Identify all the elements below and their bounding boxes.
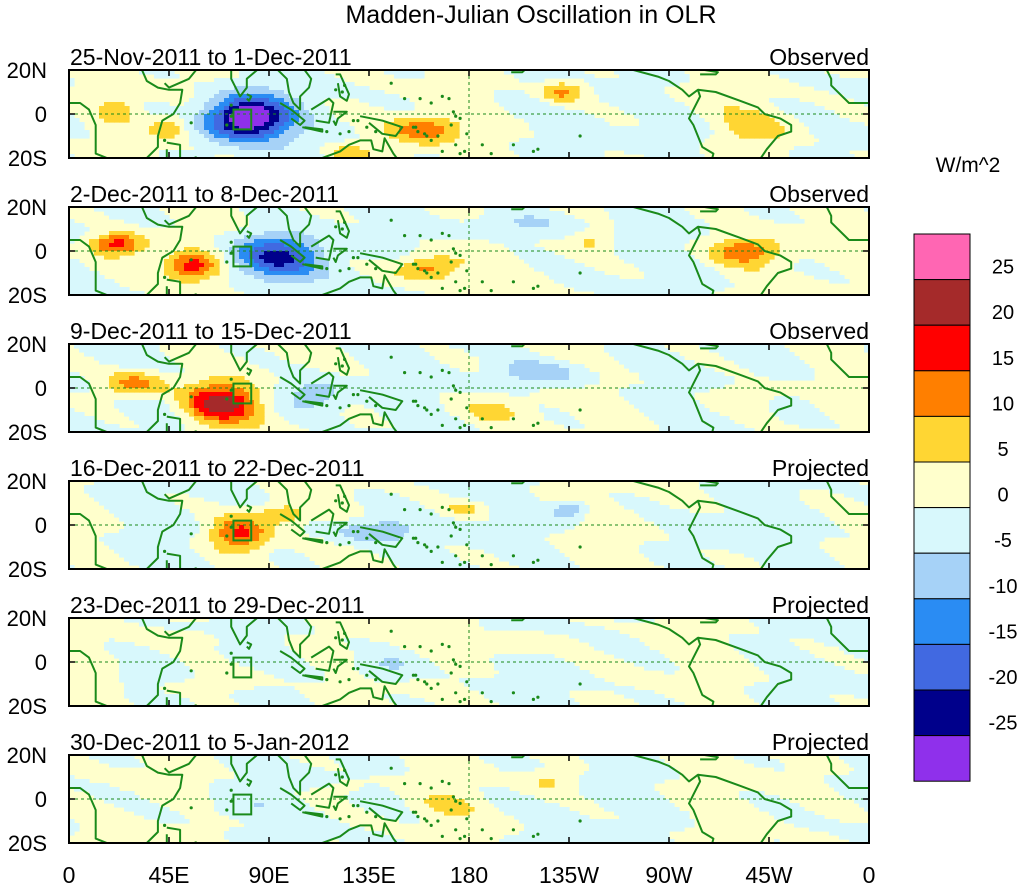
colorbar-swatch bbox=[913, 689, 971, 737]
panel-2: 20N 0 20S 2-Dec-2011 to 8-Dec-2011 Observed bbox=[7, 181, 870, 308]
x-tick-label: 45W bbox=[745, 862, 793, 887]
colorbar-swatch bbox=[913, 735, 971, 782]
y-tick-label: 20S bbox=[8, 146, 47, 171]
colorbar-label: 15 bbox=[992, 348, 1014, 370]
y-tick-label: 0 bbox=[35, 787, 47, 812]
panel-status: Observed bbox=[769, 44, 869, 70]
x-tick-label: 90E bbox=[249, 862, 290, 887]
coastlines bbox=[69, 344, 869, 432]
reference-box bbox=[232, 519, 253, 542]
chart-title: Madden-Julian Oscillation in OLR bbox=[345, 1, 716, 29]
colorbar-label: 20 bbox=[992, 302, 1014, 324]
colorbar-swatch bbox=[913, 370, 971, 417]
x-tick-label: 90W bbox=[645, 862, 693, 887]
panel-3: 20N 0 20S 9-Dec-2011 to 15-Dec-2011 Observed bbox=[7, 318, 870, 445]
colorbar-label: -25 bbox=[989, 713, 1018, 735]
reference-box bbox=[232, 656, 253, 679]
x-tick-label: 45E bbox=[149, 862, 190, 887]
y-tick-label: 20S bbox=[8, 283, 47, 308]
colorbar-swatch bbox=[913, 643, 971, 691]
colorbar-label: -15 bbox=[989, 621, 1018, 643]
panel-4: 20N 0 20S 16-Dec-2011 to 22-Dec-2011 Project… bbox=[7, 455, 870, 582]
y-tick-label: 20N bbox=[7, 606, 47, 631]
x-tick-label: 0 bbox=[63, 862, 76, 887]
coastlines bbox=[69, 70, 869, 158]
colorbar-swatch bbox=[913, 507, 971, 554]
y-tick-label: 20S bbox=[8, 557, 47, 582]
panel-period: 25-Nov-2011 to 1-Dec-2011 bbox=[70, 44, 352, 70]
y-tick-label: 20N bbox=[7, 469, 47, 494]
colorbar-label: 0 bbox=[997, 485, 1008, 507]
reference-box bbox=[232, 108, 253, 131]
y-tick-label: 0 bbox=[35, 513, 47, 538]
y-tick-label: 20N bbox=[7, 58, 47, 83]
panel-1: 20N 0 20S 25-Nov-2011 to 1-Dec-2011 Observed bbox=[7, 44, 870, 171]
y-tick-label: 20S bbox=[8, 831, 47, 856]
colorbar-label: 25 bbox=[992, 257, 1014, 279]
coastlines bbox=[69, 755, 869, 843]
colorbar-swatch bbox=[913, 461, 971, 509]
panel-status: Projected bbox=[772, 455, 869, 481]
y-tick-label: 20N bbox=[7, 743, 47, 768]
x-tick-label: 135W bbox=[539, 862, 599, 887]
coastlines bbox=[69, 207, 869, 295]
coastlines bbox=[69, 618, 869, 706]
colorbar-swatch bbox=[913, 415, 971, 463]
x-tick-label: 0 bbox=[863, 862, 876, 887]
colorbar-label: -20 bbox=[989, 667, 1018, 689]
colorbar-swatch bbox=[913, 233, 971, 281]
colorbar-swatch bbox=[913, 279, 971, 326]
reference-box bbox=[232, 382, 253, 405]
colorbar-swatch bbox=[913, 598, 971, 645]
panel-status: Projected bbox=[772, 592, 869, 618]
y-tick-label: 20N bbox=[7, 195, 47, 220]
y-tick-label: 20N bbox=[7, 332, 47, 357]
x-tick-label: 180 bbox=[450, 862, 488, 887]
x-tick-label: 135E bbox=[342, 862, 396, 887]
panel-status: Observed bbox=[769, 318, 869, 344]
colorbar-units: W/m^2 bbox=[936, 154, 1001, 177]
panel-5: 20N 0 20S 23-Dec-2011 to 29-Dec-2011 Project… bbox=[7, 592, 870, 719]
y-tick-label: 0 bbox=[35, 239, 47, 264]
reference-box bbox=[232, 793, 253, 816]
colorbar-label: 10 bbox=[992, 393, 1014, 415]
colorbar-label: -5 bbox=[994, 530, 1012, 552]
panel-status: Projected bbox=[772, 729, 869, 755]
panel-period: 2-Dec-2011 to 8-Dec-2011 bbox=[70, 181, 339, 207]
y-tick-label: 20S bbox=[8, 420, 47, 445]
colorbar-label: -10 bbox=[989, 576, 1018, 598]
x-axis: 0 45E 90E 135E 180 135W 90W 45W 0 bbox=[63, 862, 876, 887]
colorbar-swatch bbox=[913, 324, 971, 372]
y-tick-label: 20S bbox=[8, 694, 47, 719]
panel-period: 23-Dec-2011 to 29-Dec-2011 bbox=[70, 592, 365, 618]
reference-box bbox=[232, 245, 253, 268]
panel-6: 20N 0 20S 30-Dec-2011 to 5-Jan-2012 Projecte… bbox=[7, 729, 870, 856]
panel-period: 9-Dec-2011 to 15-Dec-2011 bbox=[70, 318, 352, 344]
colorbar-label: 5 bbox=[997, 439, 1008, 461]
panel-period: 16-Dec-2011 to 22-Dec-2011 bbox=[70, 455, 365, 481]
y-tick-label: 0 bbox=[35, 650, 47, 675]
colorbar-swatch bbox=[913, 552, 971, 600]
panel-period: 30-Dec-2011 to 5-Jan-2012 bbox=[70, 729, 350, 755]
colorbar: 25 20 15 10 5 0 -5 -10 -15 -20 -25 W/m^2 bbox=[913, 154, 1018, 782]
y-tick-label: 0 bbox=[35, 376, 47, 401]
panel-status: Observed bbox=[769, 181, 869, 207]
y-tick-label: 0 bbox=[35, 102, 47, 127]
coastlines bbox=[69, 481, 869, 569]
